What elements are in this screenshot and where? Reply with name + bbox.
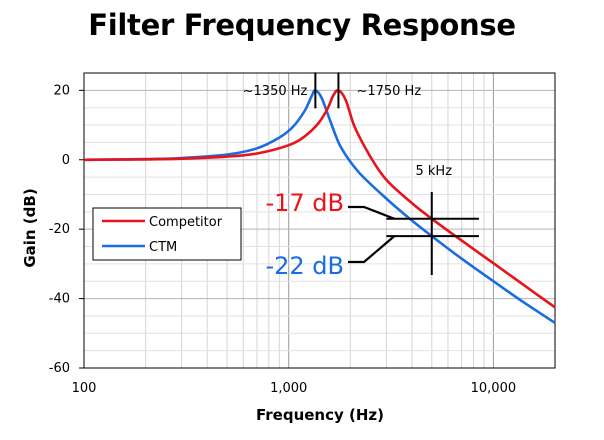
y-tick-label: 0 <box>62 153 70 168</box>
x-tick-label: 10,000 <box>471 381 517 396</box>
axis-ticks: 100 1,000 10,000 20 0 -20 -40 -60 <box>49 83 516 396</box>
peak-label: ~1350 Hz <box>243 84 308 99</box>
x-tick-label: 100 <box>72 381 97 396</box>
series-line-ctm <box>83 89 556 324</box>
gain-callout-label: -17 dB <box>265 189 344 217</box>
x-tick-label: 1,000 <box>270 381 307 396</box>
y-tick-label: -60 <box>49 361 70 376</box>
gain-callout-label: -22 dB <box>265 252 344 280</box>
gain-leader-line <box>348 205 395 220</box>
y-tick-label: 20 <box>53 83 70 98</box>
peak-label: ~1750 Hz <box>356 84 421 99</box>
plot-frame <box>83 72 556 369</box>
y-tick-label: -40 <box>49 292 70 307</box>
legend-label-ctm: CTM <box>149 240 177 255</box>
chart-title: Filter Frequency Response <box>88 8 516 42</box>
y-axis-label: Gain (dB) <box>21 188 39 267</box>
y-tick-label: -20 <box>49 222 70 237</box>
chart-legend: Competitor CTM <box>92 207 242 261</box>
gain-leader-line <box>348 235 396 264</box>
chart-annotations: ~1350 Hz ~1750 Hz 5 kHz -17 dB -22 dB <box>243 72 479 280</box>
frequency-marker-label: 5 kHz <box>415 164 452 179</box>
x-axis-label: Frequency (Hz) <box>256 406 384 424</box>
legend-box <box>92 207 242 261</box>
legend-label-competitor: Competitor <box>149 215 223 230</box>
